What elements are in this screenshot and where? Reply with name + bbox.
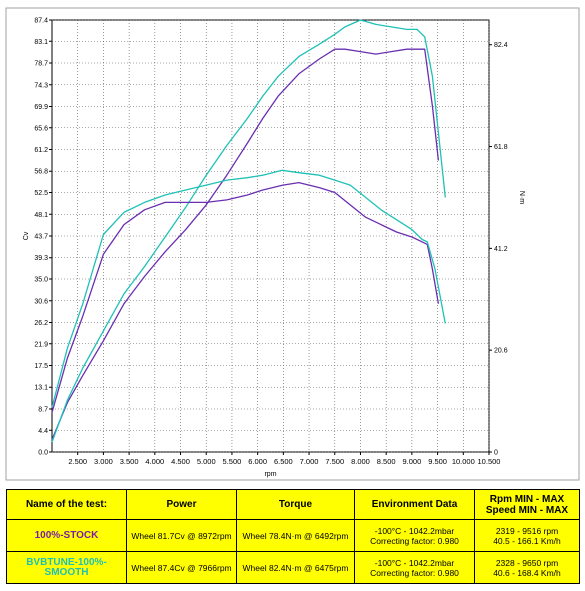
y-tick-label: 8.7 bbox=[38, 406, 48, 413]
y-axis-title-right: N·m bbox=[518, 191, 525, 204]
y-tick-label: 52.5 bbox=[34, 190, 48, 197]
x-tick-label: 10.000 bbox=[452, 457, 475, 466]
x-tick-label: 4.000 bbox=[145, 457, 164, 466]
axes: 2.500 3.000 3.500 4.000 4.500 5.000 5.500 6.000… bbox=[23, 18, 525, 479]
torque-cell: Wheel 78.4N·m @ 6492rpm bbox=[236, 519, 355, 552]
rpm-range: 2319 - 9516 rpm bbox=[495, 525, 559, 536]
x-tick-label: 3.500 bbox=[120, 457, 139, 466]
y-tick-label: 30.6 bbox=[34, 298, 48, 305]
y-axis-title-left: Cv bbox=[23, 231, 30, 240]
y-tick-label: 35.0 bbox=[34, 277, 48, 284]
x-tick-label: 9.500 bbox=[428, 457, 447, 466]
y-tick-label: 21.9 bbox=[34, 341, 48, 348]
x-axis-title: rpm bbox=[264, 471, 276, 478]
y-tick-label: 0.0 bbox=[38, 450, 48, 457]
header-speed: Speed MIN - MAX bbox=[485, 504, 569, 516]
y-tick-label: 65.6 bbox=[34, 125, 48, 132]
results-table: Name of the test: Power Torque Environme… bbox=[6, 489, 580, 584]
table-row: BVBTUNE-100%-SMOOTH Wheel 87.4Cv @ 7966r… bbox=[6, 551, 580, 584]
x-tick-label: 10.500 bbox=[478, 457, 501, 466]
x-tick-label: 5.500 bbox=[223, 457, 242, 466]
series-line-power-100-stock bbox=[51, 48, 440, 440]
x-tick-label: 9.000 bbox=[402, 457, 421, 466]
header-environment: Environment Data bbox=[354, 489, 475, 520]
header-rpm-speed: Rpm MIN - MAX Speed MIN - MAX bbox=[474, 489, 580, 520]
rpm-range: 2328 - 9650 rpm bbox=[495, 557, 559, 568]
env-conditions: -100°C - 1042.2mbar bbox=[374, 525, 455, 536]
env-correcting-factor: Correcting factor: 0.980 bbox=[370, 567, 459, 578]
environment-cell: -100°C - 1042.2mbar Correcting factor: 0… bbox=[354, 551, 475, 584]
power-cell: Wheel 87.4Cv @ 7966rpm bbox=[126, 551, 237, 584]
x-tick-label: 8.000 bbox=[351, 457, 370, 466]
y-tick-label: 26.2 bbox=[34, 320, 48, 327]
rpm-speed-cell: 2319 - 9516 rpm 40.5 - 166.1 Km/h bbox=[474, 519, 580, 552]
y-tick-label: 74.3 bbox=[34, 82, 48, 89]
series-line-power-bvbtune-100-smooth bbox=[51, 19, 446, 443]
x-tick-label: 6.000 bbox=[248, 457, 267, 466]
y-tick-label: 48.1 bbox=[34, 212, 48, 219]
header-rpm: Rpm MIN - MAX bbox=[489, 493, 565, 505]
x-tick-label: 2.500 bbox=[68, 457, 87, 466]
y-tick-label: 83.1 bbox=[34, 39, 48, 46]
y-tick-label: 43.7 bbox=[34, 234, 48, 241]
header-power: Power bbox=[126, 489, 237, 520]
dyno-chart-panel: 2.500 3.000 3.500 4.000 4.500 5.000 5.500 6.000… bbox=[5, 7, 580, 481]
right-tick-label: 20.6 bbox=[494, 348, 508, 355]
env-correcting-factor: Correcting factor: 0.980 bbox=[370, 535, 459, 546]
y-tick-label: 61.2 bbox=[34, 147, 48, 154]
x-tick-label: 8.500 bbox=[377, 457, 396, 466]
x-tick-label: 3.000 bbox=[94, 457, 113, 466]
table-row: 100%-STOCK Wheel 81.7Cv @ 8972rpm Wheel … bbox=[6, 519, 580, 552]
plot-area bbox=[51, 19, 490, 453]
right-tick-label: 82.4 bbox=[494, 42, 508, 49]
environment-cell: -100°C - 1042.2mbar Correcting factor: 0… bbox=[354, 519, 475, 552]
header-test-name: Name of the test: bbox=[6, 489, 127, 520]
y-tick-label: 78.7 bbox=[34, 61, 48, 68]
y-tick-label: 4.4 bbox=[38, 428, 48, 435]
series-lines bbox=[51, 19, 446, 443]
test-name-cell: BVBTUNE-100%-SMOOTH bbox=[6, 551, 127, 584]
y-tick-label: 39.3 bbox=[34, 255, 48, 262]
rpm-speed-cell: 2328 - 9650 rpm 40.6 - 168.4 Km/h bbox=[474, 551, 580, 584]
header-torque: Torque bbox=[236, 489, 355, 520]
x-tick-label: 7.500 bbox=[325, 457, 344, 466]
series-line-torque-bvbtune-100-smooth bbox=[51, 169, 446, 408]
right-tick-label: 61.8 bbox=[494, 144, 508, 151]
test-name-cell: 100%-STOCK bbox=[6, 519, 127, 552]
env-conditions: -100°C - 1042.2mbar bbox=[374, 557, 455, 568]
power-cell: Wheel 81.7Cv @ 8972rpm bbox=[126, 519, 237, 552]
dyno-chart: 2.500 3.000 3.500 4.000 4.500 5.000 5.500 6.000… bbox=[5, 7, 580, 481]
right-tick-label: 0 bbox=[494, 450, 498, 457]
y-tick-label: 69.9 bbox=[34, 104, 48, 111]
torque-cell: Wheel 82.4N·m @ 6475rpm bbox=[236, 551, 355, 584]
x-tick-label: 7.000 bbox=[300, 457, 319, 466]
y-tick-label: 87.4 bbox=[34, 18, 48, 25]
x-tick-label: 4.500 bbox=[171, 457, 190, 466]
x-tick-label: 6.500 bbox=[274, 457, 293, 466]
table-header-row: Name of the test: Power Torque Environme… bbox=[6, 489, 580, 520]
y-tick-label: 17.5 bbox=[34, 363, 48, 370]
speed-range: 40.5 - 166.1 Km/h bbox=[493, 535, 561, 546]
speed-range: 40.6 - 168.4 Km/h bbox=[493, 567, 561, 578]
series-line-torque-100-stock bbox=[51, 181, 440, 413]
right-tick-label: 41.2 bbox=[494, 246, 508, 253]
y-tick-label: 56.8 bbox=[34, 169, 48, 176]
x-tick-label: 5.000 bbox=[197, 457, 216, 466]
y-tick-label: 13.1 bbox=[34, 385, 48, 392]
